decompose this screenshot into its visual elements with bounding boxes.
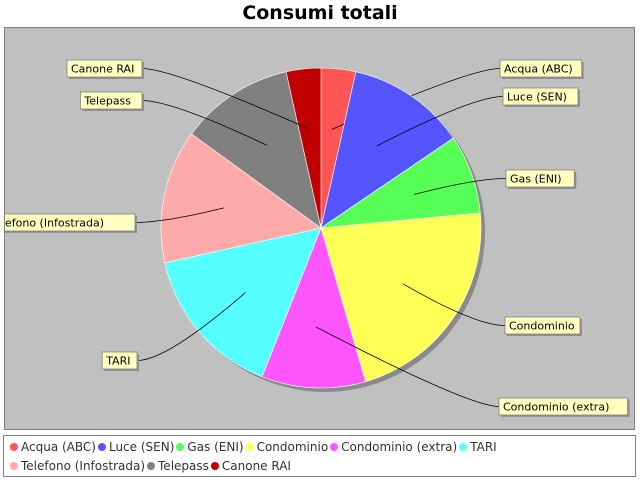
pie-label-connector [141,100,267,146]
legend-swatch [245,443,254,451]
legend-item: Acqua (ABC) [10,438,96,457]
pie-label-connector [376,96,504,147]
legend-item: Canone RAI [210,457,291,476]
pie-label-box [5,213,136,232]
legend-item: TARI [459,438,497,457]
pie-label: Canone RAI [71,63,134,76]
legend-label: Luce (SEN) [108,440,175,454]
pie-slice-9 [285,67,322,229]
legend-swatch [97,443,106,451]
pie-label: Condominio [509,320,575,333]
legend-swatch [330,443,339,451]
legend-swatch [176,443,185,451]
pie-slice-8 [191,71,322,229]
pie-label-box [502,87,579,106]
legend-swatch [459,443,468,451]
pie-label: TARI [105,355,130,368]
legend-label: Condominio (extra) [341,440,458,454]
pie-label-box [80,91,143,110]
legend-label: Canone RAI [221,459,291,473]
pie-label-connector [316,326,500,407]
legend-swatch [10,462,18,470]
pie-label-connector [136,292,246,361]
pie-label: Condominio (extra) [503,401,609,414]
legend-label: Telepass [158,459,209,473]
legend-swatch [210,462,219,470]
chart-title: Consumi totali [242,2,398,24]
pie-slice-5 [261,227,367,389]
pie-label: Telefono (Infostrada) [5,217,104,230]
legend-item: Condominio [245,438,329,457]
legend-item: Condominio (extra) [330,438,457,457]
legend-swatch [147,462,156,470]
legend-item: Telepass [147,457,209,476]
pie-slice-2 [320,71,454,229]
pie-label-connector [402,283,506,326]
pie-chart: Acqua (ABC) Luce (SEN) Gas (ENI) Condominio… [5,59,630,417]
pie-label-box [101,351,138,370]
legend-label: Gas (ENI) [187,440,244,454]
pie-label-box [499,59,583,78]
pie-label-connector [134,207,224,223]
legend-swatch [10,443,18,451]
legend-label: TARI [470,440,497,454]
pie-label-box [504,316,581,335]
legend: Acqua (ABC) Luce (SEN) Gas (ENI) Condominio… [3,435,636,477]
legend-item: Gas (ENI) [176,438,244,457]
pie-label-connector [141,68,311,130]
pie-slice-4 [320,212,482,383]
pie-label: Luce (SEN) [507,91,567,104]
plot-area: Acqua (ABC) Luce (SEN) Gas (ENI) Condominio… [4,27,635,430]
pie-slice-6 [164,227,322,378]
pie-slice-7 [160,133,322,264]
pie-label-box [66,59,143,78]
pie-label: Telepass [83,95,131,108]
legend-label: Condominio [256,440,329,454]
legend-item: Telefono (Infostrada) [10,457,145,476]
legend-item: Luce (SEN) [97,438,175,457]
pie-label: Gas (ENI) [510,173,562,186]
pie-label-box [505,169,575,188]
pie-label-connector [414,178,507,195]
legend-label: Acqua (ABC) [21,440,96,454]
legend-label: Telefono (Infostrada) [21,459,146,473]
pie-label-box [498,397,629,416]
pie-label: Acqua (ABC) [504,63,573,76]
